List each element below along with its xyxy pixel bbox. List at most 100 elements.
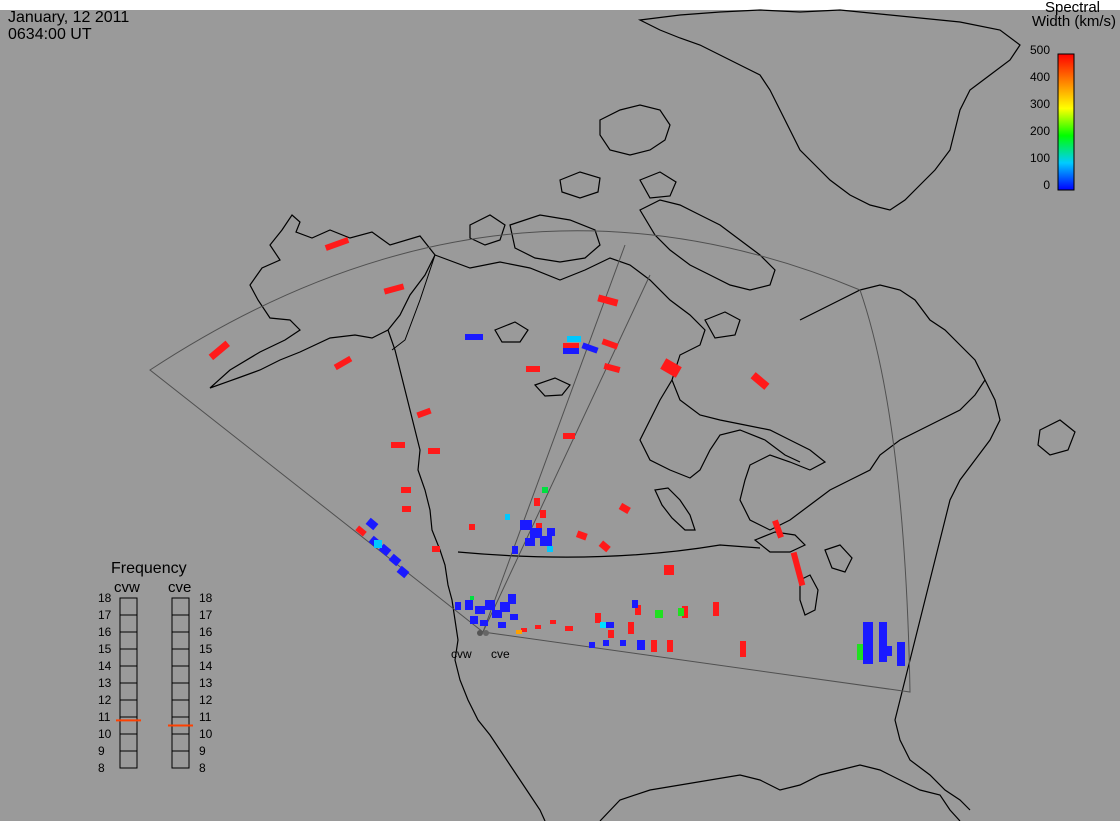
echo — [575, 530, 588, 541]
echo — [383, 283, 405, 295]
frequency-grid — [120, 597, 189, 769]
echo — [432, 546, 440, 552]
echo — [540, 510, 546, 518]
echo — [465, 600, 473, 610]
echo — [886, 646, 892, 656]
echo — [536, 523, 542, 531]
freq-scale-left-label: 9 — [98, 744, 105, 758]
echo — [498, 622, 506, 628]
echo — [608, 630, 614, 638]
radar-site-cve-marker — [483, 630, 489, 636]
fov-outline — [149, 230, 911, 693]
colorbar-tick: 500 — [1029, 43, 1050, 57]
freq-scale-right-label: 16 — [199, 625, 213, 639]
echo — [651, 640, 657, 652]
echo — [750, 372, 770, 390]
echo — [469, 524, 475, 530]
coast-canada-north — [434, 254, 986, 531]
freq-scale-left-label: 17 — [98, 608, 112, 622]
coast-pacific — [387, 329, 546, 821]
island-small-2 — [639, 171, 677, 199]
echo — [603, 363, 621, 373]
echo — [465, 334, 483, 340]
echo — [401, 487, 411, 493]
echo — [535, 625, 541, 629]
freq-scale-left-label: 11 — [98, 710, 111, 724]
border-alaska — [391, 254, 436, 351]
island-victoria — [509, 214, 601, 263]
echo — [598, 540, 611, 553]
freq-scale-right-label: 13 — [199, 676, 213, 690]
echo — [505, 514, 510, 520]
echo — [516, 630, 522, 634]
echo — [857, 644, 863, 660]
echo — [547, 528, 555, 536]
echo — [660, 358, 682, 378]
echo — [637, 640, 645, 650]
echo — [565, 626, 573, 631]
great-lakes-michigan — [799, 574, 819, 616]
echo — [521, 628, 527, 632]
colorbar-title-2: Width (km/s) — [1031, 13, 1116, 30]
freq-col-cvw-label: cvw — [114, 579, 140, 596]
date-label: January, 12 2011 — [8, 9, 130, 26]
coast-greenland — [637, 9, 1021, 211]
echo — [324, 237, 350, 251]
freq-scale-right-label: 18 — [199, 591, 213, 605]
echo — [581, 342, 599, 354]
echo — [520, 520, 532, 530]
frequency-title: Frequency — [111, 560, 187, 577]
freq-scale-right-label: 9 — [199, 744, 206, 758]
echo — [667, 640, 673, 652]
great-lakes-superior — [753, 531, 807, 553]
island-small-1 — [559, 171, 601, 199]
echo — [500, 602, 510, 612]
echo — [563, 433, 575, 439]
island-southampton — [704, 311, 741, 339]
freq-scale-right-label: 15 — [199, 642, 213, 656]
frequency-markers — [116, 719, 193, 727]
echo — [530, 528, 542, 538]
echo — [485, 600, 495, 610]
echo — [540, 536, 552, 546]
time-label: 0634:00 UT — [8, 26, 92, 43]
echo — [542, 487, 548, 493]
echo — [475, 606, 485, 614]
newfoundland — [1037, 419, 1076, 456]
echo — [620, 640, 626, 646]
echo — [428, 448, 440, 454]
echo — [550, 620, 556, 624]
echo — [526, 366, 540, 372]
coastlines — [209, 9, 1076, 821]
echo — [713, 602, 719, 616]
island-ellesmere — [599, 104, 671, 156]
echo — [333, 355, 353, 371]
freq-scale-left-label: 14 — [98, 659, 112, 673]
echo — [595, 613, 601, 623]
border-us-canada — [457, 544, 761, 558]
echo — [682, 606, 688, 618]
lake-winnipeg — [654, 487, 696, 531]
echo — [470, 616, 478, 624]
great-lakes-huron — [824, 544, 853, 573]
colorbar-gradient — [1057, 53, 1075, 191]
echo — [455, 602, 461, 610]
colorbar-tick: 0 — [1043, 178, 1050, 192]
freq-scale-right-label: 11 — [199, 710, 212, 724]
echo — [606, 622, 614, 628]
echo — [790, 551, 806, 587]
coast-hudson-bay — [639, 379, 801, 479]
freq-scale-left-label: 13 — [98, 676, 112, 690]
echo — [510, 614, 518, 620]
echo — [618, 502, 631, 514]
echo — [635, 605, 641, 615]
echoes — [208, 237, 905, 666]
echo — [772, 519, 784, 539]
radar-site-cvw-label: cvw — [451, 647, 472, 661]
echo — [402, 506, 411, 512]
island-baffin — [639, 199, 776, 291]
echo — [480, 620, 488, 626]
freq-scale-left-label: 18 — [98, 591, 112, 605]
coast-alaska — [209, 214, 436, 389]
